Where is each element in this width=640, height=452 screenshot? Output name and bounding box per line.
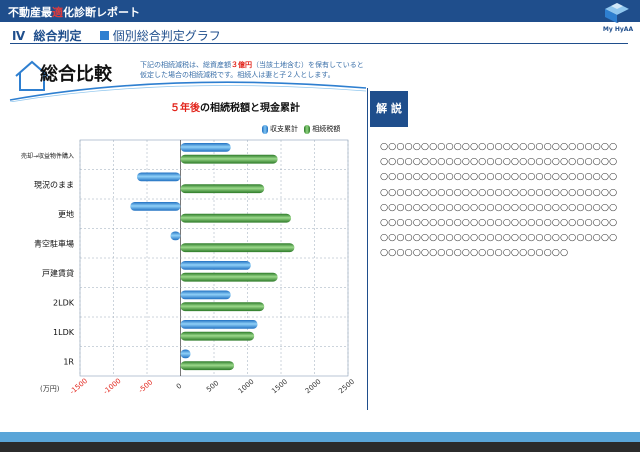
category-label: 2LDK [53, 298, 75, 307]
bar-tax [180, 331, 255, 341]
bar-chart: -1500 -1000 -500 0 500 1000 1500 2000 2500 (万円) 売却… [21, 139, 356, 396]
square-bullet-icon [99, 31, 109, 40]
x-tick-label: -1000 [102, 377, 123, 396]
category-label: 戸建賃貸 [42, 268, 74, 278]
category-label: 1LDK [53, 328, 75, 337]
section-divider [10, 43, 628, 44]
report-title-highlight: 適 [52, 6, 63, 19]
brand-logo: My HyAA [596, 2, 636, 36]
bar-tax [180, 361, 235, 371]
bar-cash [180, 260, 251, 270]
commentary-panel [367, 88, 628, 410]
bar-tax [180, 272, 278, 282]
section-number: Ⅳ [12, 29, 26, 43]
category-label: 現況のまま [34, 180, 74, 189]
x-tick-label: 1000 [237, 378, 256, 396]
x-axis-label: (万円) [40, 385, 60, 393]
category-label: 青空駐車場 [34, 238, 74, 248]
bar-tax [180, 243, 295, 253]
category-label: 更地 [58, 209, 74, 219]
bar-cash [136, 172, 181, 182]
x-tick-label: 0 [175, 382, 184, 391]
house-outline-icon [15, 60, 49, 91]
description-line2: 仮定した場合の相続減税です。相続人は妻と子２人とします。 [140, 71, 335, 79]
report-title-part: 不動産最 [8, 6, 52, 19]
footer-bar-dark [0, 442, 640, 452]
category-label: 売却→収益物件購入 [21, 152, 74, 160]
cube-logo-icon [605, 3, 629, 23]
description-part: 下記の相続減税は、総資産額 [140, 61, 231, 69]
bar-cash [130, 201, 181, 211]
report-header-bar: 不動産最適化診断レポート [0, 0, 640, 22]
legend-label-cash: 収支累計 [270, 125, 298, 133]
bar-tax [180, 213, 292, 223]
x-tick-label: -500 [137, 378, 154, 394]
x-tick-label: 1500 [270, 378, 289, 396]
report-title: 不動産最適化診断レポート [8, 4, 140, 20]
bar-cash [180, 142, 231, 152]
decorative-arc [9, 81, 367, 102]
bar-cash [180, 319, 258, 329]
category-label: 1R [63, 357, 74, 366]
bar-tax [180, 302, 265, 312]
x-tick-label: 500 [205, 379, 220, 394]
section-name: 総合判定 [33, 29, 82, 43]
description-part: （当該土地含む）を保有していると [252, 61, 364, 69]
description-amount: ３億円 [231, 61, 252, 69]
commentary-text: ○○○○○○○○○○○○○○○○○○○○○○○○○○○○○○○○○○○○○○○○… [380, 141, 618, 259]
chart-title-highlight: ５年後 [170, 103, 200, 114]
bar-tax [180, 154, 278, 164]
commentary-heading: 解 説 [370, 91, 408, 127]
legend-swatch-tax [304, 124, 311, 134]
x-tick-label: -1500 [68, 377, 89, 396]
bar-cash [180, 349, 191, 359]
bar-cash [180, 290, 231, 300]
section-subtitle: 個別総合判定グラフ [112, 29, 221, 43]
footer-bar [0, 432, 640, 442]
chart-title: ５年後の相続税額と現金累計 [170, 99, 300, 114]
legend-label-tax: 相続税額 [312, 125, 341, 133]
chart-title-rest: の相続税額と現金累計 [200, 103, 300, 114]
legend-swatch-cash [262, 124, 268, 134]
bar-cash [170, 231, 181, 241]
chart-legend: 収支累計 相続税額 [258, 124, 340, 134]
brand-logo-text: My HyAA [602, 26, 634, 33]
bar-tax [180, 184, 265, 194]
x-tick-label: 2500 [337, 378, 356, 396]
description-text: 下記の相続減税は、総資産額３億円（当該土地含む）を保有していると 仮定した場合の… [140, 60, 390, 80]
x-tick-label: 2000 [304, 378, 323, 396]
report-title-part: 化診断レポート [63, 6, 140, 19]
section-title: Ⅳ 総合判定 個別総合判定グラフ [12, 27, 221, 44]
page-heading: 総合比較 [40, 64, 112, 85]
